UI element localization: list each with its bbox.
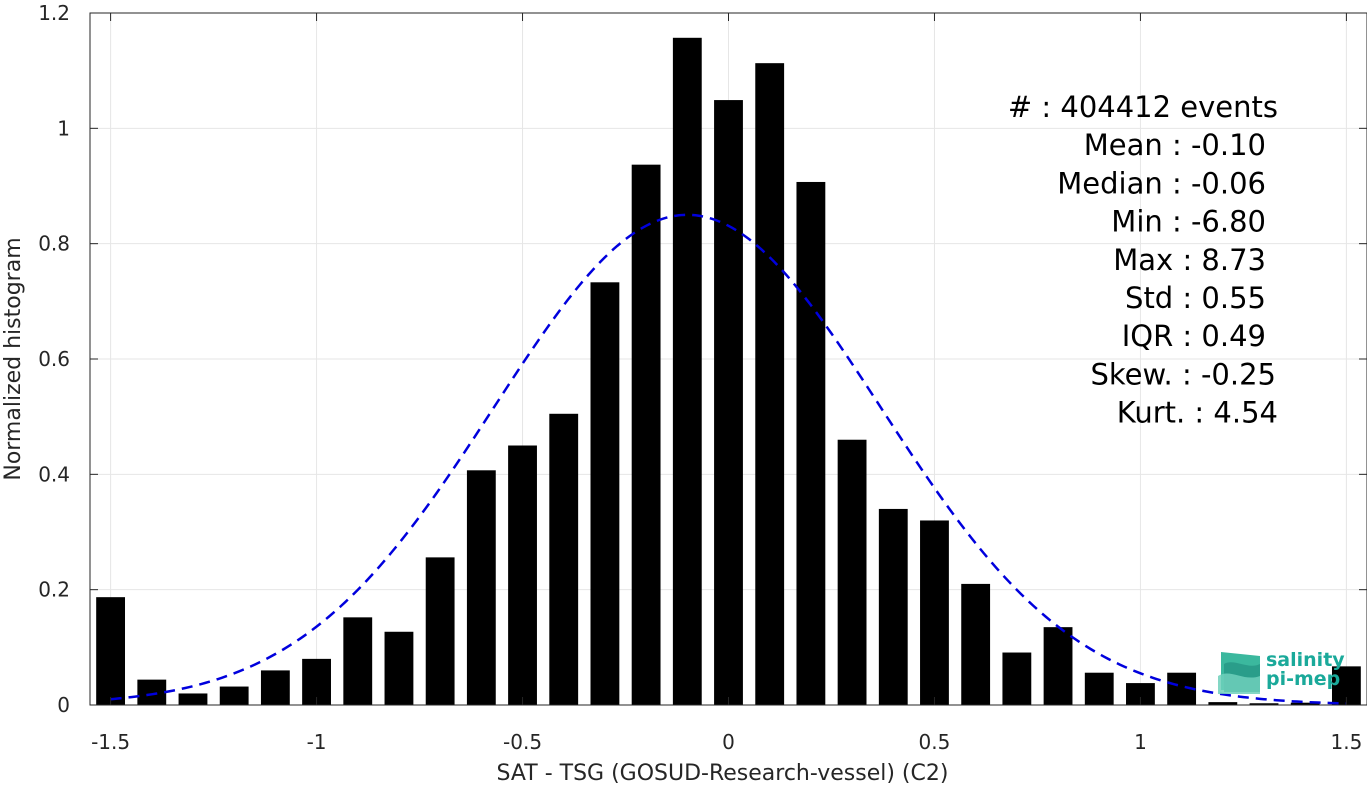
x-tick-label: 0.5 — [919, 730, 951, 754]
histogram-bar — [508, 445, 537, 705]
x-tick-label: 1.5 — [1330, 730, 1362, 754]
histogram-bar — [219, 686, 249, 705]
bar-series — [96, 37, 1361, 706]
histogram-bar — [1249, 703, 1279, 705]
x-tick-label: -1 — [307, 730, 327, 754]
histogram-bar — [672, 37, 702, 705]
histogram-bar — [878, 508, 908, 705]
histogram-bar — [466, 470, 496, 705]
histogram-bar — [961, 583, 991, 705]
gaussian-fit-curve — [110, 213, 1347, 705]
x-tick-label: -1.5 — [91, 730, 130, 754]
histogram-bar — [714, 100, 743, 706]
x-axis-label: SAT - TSG (GOSUD-Research-vessel) (C2) — [497, 761, 949, 785]
y-tick-label: 1 — [57, 116, 70, 140]
histogram-bar — [920, 520, 949, 705]
y-tick-label: 0.4 — [38, 462, 70, 486]
stat-line: Median : -0.06 — [1057, 166, 1266, 200]
histogram-bar — [796, 181, 826, 706]
histogram-bar — [425, 557, 455, 705]
logo-text-salinity: salinity — [1266, 649, 1345, 671]
logo-text-pimep: pi-mep — [1266, 668, 1340, 690]
stat-line: Skew. : -0.25 — [1090, 357, 1276, 391]
y-tick-label: 0.2 — [38, 578, 70, 602]
histogram-bar — [590, 282, 620, 705]
stat-line: Max : 8.73 — [1113, 243, 1266, 277]
axis-ticks — [90, 12, 1367, 706]
y-tick-labels: 0 0.2 0.4 0.6 0.8 1 1.2 — [38, 1, 70, 717]
histogram-bar — [1043, 627, 1073, 705]
x-tick-label: 1 — [1134, 730, 1147, 754]
histogram-bar — [1084, 672, 1114, 705]
x-tick-label: 0 — [722, 730, 735, 754]
y-axis-label: Normalized histogram — [1, 237, 26, 480]
histogram-bar — [631, 164, 661, 705]
histogram-bar — [1290, 702, 1320, 705]
salinity-pimep-logo: salinity pi-mep — [1218, 649, 1345, 694]
statistics-annotation: # : 404412 events Mean : -0.10 Median : -0… — [1008, 90, 1278, 430]
y-tick-label: 1.2 — [38, 1, 70, 25]
histogram-bar — [96, 597, 126, 705]
histogram-bar — [837, 439, 867, 705]
stat-line: Mean : -0.10 — [1084, 128, 1266, 162]
stat-line: IQR : 0.49 — [1122, 319, 1266, 353]
y-tick-label: 0 — [57, 693, 70, 717]
y-tick-label: 0.6 — [38, 347, 70, 371]
wave-logo-icon — [1218, 652, 1260, 694]
histogram-bar — [755, 63, 785, 706]
histogram-bar — [549, 413, 579, 705]
histogram-bar — [384, 631, 414, 705]
stat-line: # : 404412 events — [1008, 90, 1278, 124]
histogram-bar — [137, 679, 167, 705]
histogram-bar — [343, 617, 373, 705]
histogram-bar — [178, 693, 208, 705]
stat-line: Min : -6.80 — [1111, 205, 1266, 239]
y-tick-label: 0.8 — [38, 232, 70, 256]
stat-line: Std : 0.55 — [1125, 281, 1266, 315]
histogram-bar — [1126, 683, 1155, 705]
histogram-bar — [1208, 702, 1238, 705]
stat-line: Kurt. : 4.54 — [1117, 396, 1278, 430]
x-tick-label: -0.5 — [503, 730, 542, 754]
x-tick-labels: -1.5 -1 -0.5 0 0.5 1 1.5 — [91, 730, 1362, 754]
histogram-bar — [260, 670, 290, 705]
histogram-bar — [1002, 652, 1032, 705]
